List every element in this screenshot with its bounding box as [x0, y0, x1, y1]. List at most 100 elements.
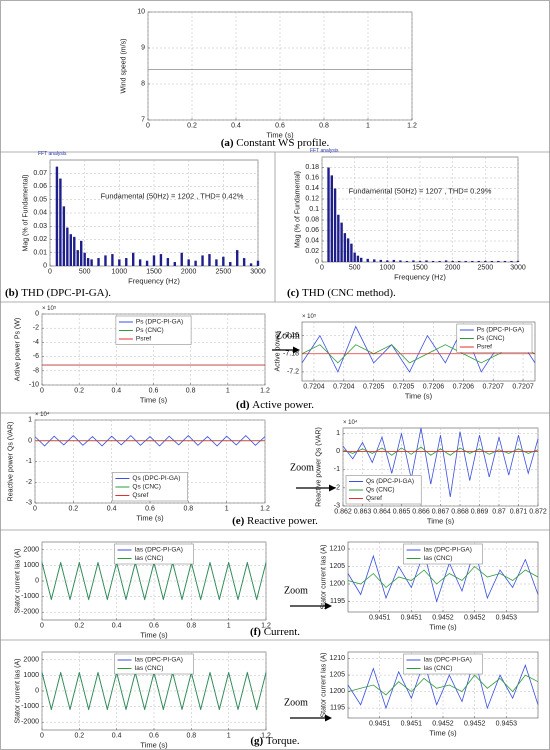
legend-label: Ias (CNC) — [424, 665, 453, 672]
x-tick-label: 0.8 — [183, 506, 193, 513]
data-line — [34, 434, 266, 447]
y-axis-label: Stator current Ias (A) — [321, 545, 328, 610]
zoom-arrowhead — [329, 484, 336, 492]
bar — [138, 259, 142, 266]
y-tick-label: 0.07 — [33, 170, 47, 177]
y-tick-label: 0.02 — [33, 236, 47, 243]
bar — [484, 260, 487, 262]
x-tick-label: 0.7206 — [423, 384, 445, 391]
axis-exponent: × 10⁵ — [302, 313, 317, 320]
zoom-arrowhead — [325, 714, 332, 722]
x-tick-label: 0.9451 — [369, 615, 391, 622]
annotation: Fundamental (50Hz) = 1207 , THD= 0.29% — [349, 187, 492, 196]
bar — [83, 252, 86, 266]
y-axis-label: Wind speed (m/s) — [121, 39, 128, 94]
legend: Ias (DPC-PI-GA)Ias (CNC) — [114, 653, 194, 675]
data-line — [347, 674, 539, 696]
y-tick-label: 0 — [35, 311, 39, 318]
y-tick-label: 1195 — [330, 705, 345, 712]
x-tick-label: 0.8 — [186, 733, 196, 740]
x-tick-label: 1 — [225, 506, 229, 513]
x-tick-label: 0.8 — [319, 123, 329, 130]
bar — [62, 206, 66, 266]
y-tick-label: -1000 — [21, 593, 39, 600]
x-tick-label: 0.869 — [471, 509, 489, 516]
zoom-arrowhead — [293, 346, 300, 354]
bar — [353, 252, 356, 262]
bar — [242, 258, 246, 266]
y-tick-label: 0 — [28, 437, 32, 444]
x-tick-label: 0.9451 — [401, 615, 423, 622]
bar — [356, 255, 360, 262]
x-tick-label: 0.863 — [354, 509, 372, 516]
caption-label: (g) — [250, 735, 263, 747]
data-line — [347, 657, 539, 710]
caption-label: (b) — [5, 287, 19, 299]
y-tick-label: 0.04 — [33, 210, 47, 217]
bar — [490, 260, 494, 262]
y-tick-label: 1210 — [329, 655, 345, 662]
legend-label: Ias (CNC) — [135, 555, 164, 562]
x-tick-label: 0.2 — [74, 623, 84, 630]
legend-box — [114, 653, 194, 675]
chart-title: FFT analysis — [38, 151, 67, 157]
x-tick-label: 0.2 — [74, 388, 84, 395]
legend-label: Ias (DPC-PI-GA) — [135, 547, 183, 554]
x-tick-label: 1500 — [412, 265, 428, 272]
x-axis-label: Time (s) — [140, 631, 168, 640]
x-tick-label: 0 — [40, 623, 44, 630]
y-tick-label: 0.12 — [305, 196, 319, 203]
x-tick-label: 0.9451 — [369, 721, 391, 728]
y-tick-label: 0 — [336, 448, 340, 455]
bar — [73, 236, 76, 266]
y-tick-label: 2000 — [23, 656, 39, 663]
y-tick-label: -1 — [26, 458, 32, 465]
bar — [412, 260, 415, 262]
x-tick-label: 0.6 — [145, 506, 155, 513]
bar — [516, 260, 520, 262]
bar — [66, 227, 69, 266]
bar — [510, 260, 513, 262]
y-tick-label: 0.02 — [305, 248, 319, 255]
legend-label: Qs (CNC) — [132, 484, 161, 491]
zoom-arrowhead — [325, 602, 332, 610]
x-tick-label: 0.2 — [74, 733, 84, 740]
y-tick-label: -3 — [334, 503, 340, 510]
x-tick-label: 0.6 — [149, 733, 159, 740]
bar — [360, 257, 363, 262]
bar — [152, 255, 156, 266]
legend-label: Qsref — [132, 492, 148, 499]
caption-text: THD (CNC method). — [302, 287, 396, 299]
y-tick-label: 0.03 — [33, 223, 47, 230]
y-tick-label: 0.06 — [33, 183, 47, 190]
legend-label: Ias (DPC-PI-GA) — [135, 657, 183, 664]
y-axis-label: Reactive power Qs (VAR) — [316, 427, 323, 507]
y-tick-label: -1 — [334, 466, 340, 473]
bar — [418, 260, 422, 262]
x-tick-label: 1 — [366, 123, 370, 130]
y-tick-label: 1 — [336, 430, 340, 437]
caption: (g) Torque. — [250, 735, 300, 747]
x-tick-label: 0.7205 — [393, 384, 415, 391]
bar — [215, 259, 218, 266]
bar — [55, 166, 59, 266]
legend-label: Ias (DPC-PI-GA) — [424, 657, 472, 664]
x-tick-label: 1.2 — [260, 388, 270, 395]
axis-exponent: × 10⁴ — [343, 419, 358, 426]
zoom-label: Zoom — [284, 586, 308, 597]
x-axis-label: Time (s) — [140, 741, 168, 750]
x-tick-label: 0.4 — [112, 623, 122, 630]
x-tick-label: 3000 — [510, 265, 526, 272]
x-tick-label: 1 — [227, 623, 231, 630]
y-tick-label: 0.18 — [305, 164, 319, 171]
x-tick-label: 0.9453 — [496, 615, 518, 622]
axis-exponent: × 10⁴ — [35, 411, 50, 418]
bar — [80, 240, 83, 266]
bar — [425, 260, 428, 262]
y-axis-label: Mag (% of Fundamental) — [23, 174, 30, 251]
legend-box — [403, 543, 483, 565]
x-tick-label: 0.2 — [187, 123, 197, 130]
x-tick-label: 1 — [227, 733, 231, 740]
bar — [458, 260, 461, 262]
